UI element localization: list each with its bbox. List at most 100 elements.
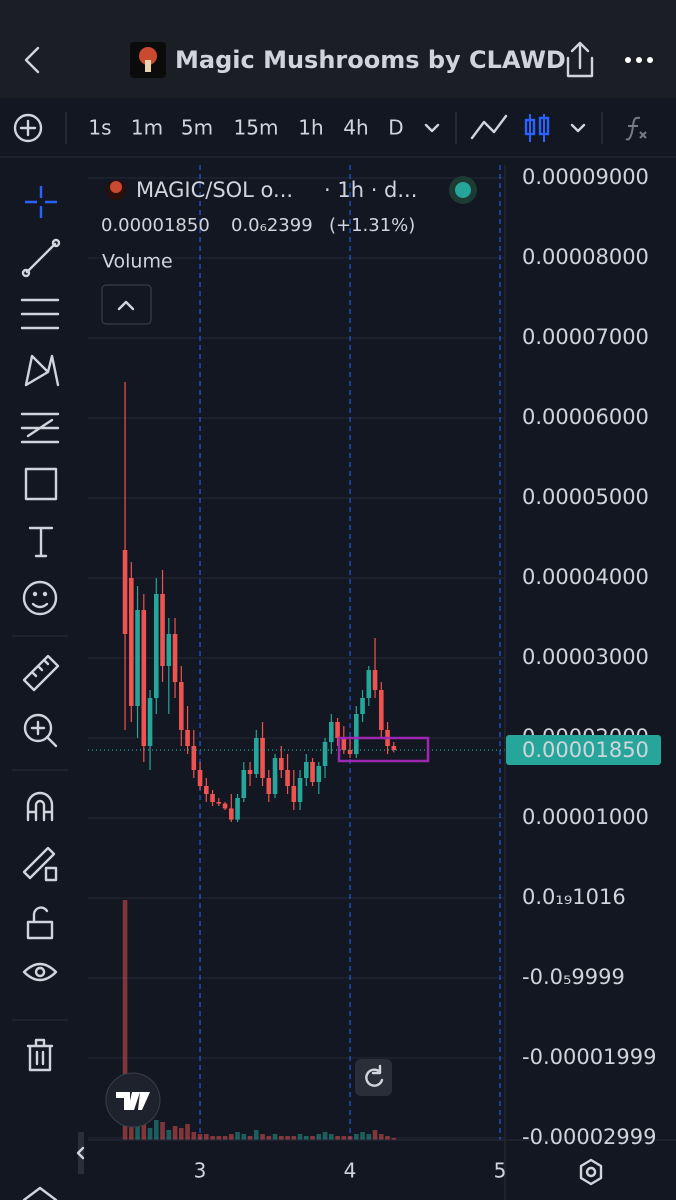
text-tool[interactable] <box>28 526 54 558</box>
collapse-button[interactable] <box>101 284 152 325</box>
visibility-tool[interactable] <box>22 962 58 982</box>
candle-body <box>222 803 228 809</box>
volume-bar <box>329 1134 334 1140</box>
back-button[interactable] <box>24 46 40 74</box>
token-icon-cap <box>139 47 157 65</box>
y-tick-label: -0.00002999 <box>522 1125 657 1149</box>
dot <box>625 57 631 63</box>
candle-body <box>166 634 172 666</box>
bottom-arrow[interactable] <box>22 1186 58 1200</box>
candle-body <box>185 730 190 746</box>
volume-bar <box>366 1134 372 1140</box>
share-button[interactable] <box>566 41 594 78</box>
fib-tool[interactable] <box>20 298 60 330</box>
candle-body <box>303 762 309 778</box>
volume-bar <box>222 1136 228 1140</box>
trendline-tool[interactable] <box>21 238 61 278</box>
header-title: Magic Mushrooms by CLAWD <box>175 46 566 74</box>
chart-type-dropdown[interactable] <box>570 123 586 133</box>
volume-bar <box>260 1134 265 1140</box>
icon-tool[interactable] <box>22 580 58 616</box>
candle-body <box>254 738 259 774</box>
candle-body <box>266 778 272 794</box>
volume-bar <box>153 1120 159 1140</box>
volume-bar <box>310 1136 315 1140</box>
candle-body <box>329 722 334 742</box>
interval-button[interactable]: 4h <box>343 116 368 140</box>
candle-body <box>204 786 209 794</box>
volume-title: Volume <box>102 251 173 273</box>
interval-button[interactable]: D <box>388 116 403 140</box>
legend: MAGIC/SOL o... · 1h · d... 0.00001850 0.… <box>101 176 477 325</box>
y-tick-label: 0.00004000 <box>522 565 649 589</box>
y-tick-label: 0.00005000 <box>522 485 649 509</box>
line-chart-button[interactable] <box>470 114 508 140</box>
candle-body <box>216 802 222 804</box>
candle-body <box>235 798 240 820</box>
interval-button[interactable]: 1m <box>131 116 163 140</box>
price-tag-label: 0.00001850 <box>522 738 649 762</box>
candle-body <box>354 714 359 754</box>
candle-layer <box>88 382 505 822</box>
volume-bar <box>279 1136 284 1140</box>
pattern-tool[interactable] <box>24 354 60 387</box>
volume-bar <box>172 1126 178 1140</box>
candle-body <box>297 778 303 802</box>
measure-tool[interactable] <box>22 654 60 692</box>
candle-body <box>322 742 328 766</box>
y-tick-label: 0.00001000 <box>522 805 649 829</box>
tradingview-logo[interactable] <box>105 1072 161 1128</box>
y-tick-label: 0.00006000 <box>522 405 649 429</box>
candle-body <box>341 738 347 750</box>
candle-chart-button[interactable] <box>524 114 550 142</box>
volume-bar <box>241 1134 247 1140</box>
volume-bar <box>141 1124 147 1140</box>
candle-body <box>228 808 234 820</box>
volume-bar <box>135 1116 140 1140</box>
interval-button[interactable]: 5m <box>181 116 213 140</box>
candle-body <box>135 610 140 706</box>
legend-timeframe: · 1h · d... <box>324 178 417 202</box>
candle-body <box>335 722 340 738</box>
volume-bar <box>235 1132 240 1140</box>
volume-bar <box>372 1130 378 1140</box>
interval-button[interactable]: 15m <box>234 116 279 140</box>
indicators-button[interactable] <box>625 116 647 141</box>
candle-body <box>141 610 147 746</box>
rectangle-drawing[interactable] <box>337 736 430 763</box>
crosshair-tool[interactable] <box>25 186 57 218</box>
header-bar <box>0 0 676 98</box>
volume-bar <box>291 1136 297 1140</box>
candle-body <box>360 698 365 714</box>
settings-button[interactable] <box>579 1158 603 1186</box>
interval-dropdown[interactable] <box>424 123 440 133</box>
add-symbol-button[interactable] <box>13 113 43 143</box>
interval-button[interactable]: 1h <box>298 116 323 140</box>
shape-tool[interactable] <box>24 467 58 501</box>
grid <box>88 165 505 1140</box>
projection-tool[interactable] <box>20 412 60 444</box>
interval-button[interactable]: 1s <box>88 116 111 140</box>
panel-handle[interactable] <box>78 1132 84 1174</box>
volume-bar <box>303 1136 309 1140</box>
unlock-tool[interactable] <box>26 906 54 940</box>
lock-drawing-tool[interactable] <box>22 846 58 882</box>
volume-bar <box>285 1136 290 1140</box>
y-tick-label: 0.00007000 <box>522 325 649 349</box>
volume-bar <box>147 1128 153 1140</box>
x-tick-label: 5 <box>494 1159 507 1183</box>
volume-bar <box>322 1132 328 1140</box>
delete-tool[interactable] <box>26 1038 54 1072</box>
x-tick-label: 4 <box>344 1159 357 1183</box>
reset-view-button[interactable] <box>355 1059 392 1096</box>
magnet-tool[interactable] <box>26 791 54 822</box>
more-button[interactable] <box>625 57 653 63</box>
volume-bar <box>216 1136 222 1140</box>
candle-body <box>316 766 322 782</box>
candle-body <box>260 738 265 778</box>
volume-bar <box>210 1136 215 1140</box>
candle-body <box>285 770 290 786</box>
legend-change: 0.0₆2399 <box>231 215 313 236</box>
y-tick-label: 0.00009000 <box>522 165 649 189</box>
zoom-tool[interactable] <box>23 713 58 748</box>
